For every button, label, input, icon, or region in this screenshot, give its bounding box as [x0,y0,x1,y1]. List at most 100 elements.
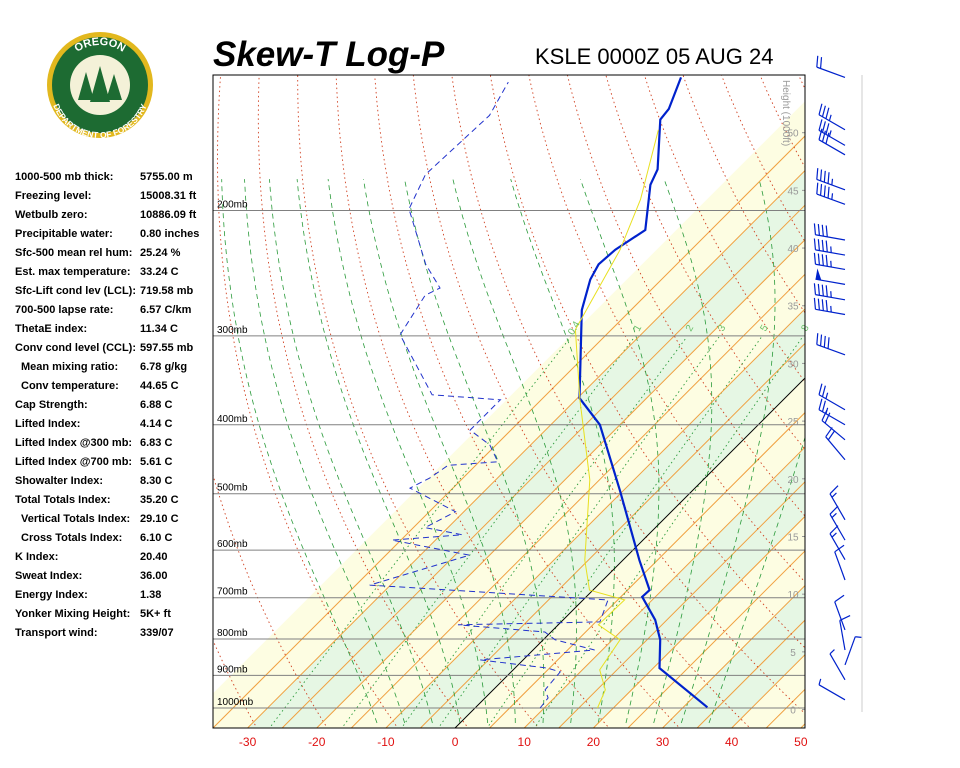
barb-feather [839,615,851,621]
barb-half [831,492,837,498]
background-band [213,101,805,728]
moist-adiabat [404,179,545,724]
barb-feather [829,525,839,535]
barb-shaft [815,263,846,271]
barb-feather [813,283,817,295]
barb-half [828,114,832,121]
index-value: 10886.09 ft [140,209,197,221]
barb-feather [821,121,826,133]
barb-half [831,193,834,200]
index-value: 5.61 C [140,456,173,468]
x-tick-label: 20 [587,735,601,749]
y-tick-label: 700mb [217,587,248,598]
isotherm-minor [835,0,960,728]
barb-feather [817,298,820,311]
barb-feather [825,254,828,267]
barb-feather [829,505,839,515]
index-value: 25.24 % [140,247,181,259]
wind-barb [818,678,846,701]
moist-adiabat [269,179,433,724]
y-tick-label: 300mb [217,325,248,336]
dry-adiabat [798,75,805,90]
wind-barb [818,128,846,156]
barb-feather [825,240,828,252]
isotherm-minor [558,481,805,728]
y2-tick-label: 0 [790,706,796,717]
index-label: Cap Strength: [15,399,88,411]
wind-barb [813,297,846,316]
barb-shaft [815,249,846,256]
wind-barb [816,333,846,356]
mixing-ratio-label: 5 [759,323,772,334]
index-value: 0.80 inches [140,228,200,240]
barb-feather [819,169,823,181]
barb-feather [821,239,824,252]
index-value: 36.00 [140,570,168,582]
barb-feather [825,427,833,438]
barb-half [825,392,829,399]
barb-feather [829,485,839,495]
y2-tick-label: 10 [787,590,799,601]
barb-feather [821,105,826,117]
barb-feather [825,299,828,312]
barb-feather [817,224,820,236]
y2-tick-label: 5 [790,648,796,659]
barb-feather [818,103,823,115]
isotherm-minor [281,204,805,728]
index-value: 597.55 mb [140,342,194,354]
barb-half [818,678,822,685]
index-label: Energy Index: [15,589,88,601]
index-label: Yonker Mixing Height: [15,608,131,620]
barb-feather [825,107,830,119]
barb-feather [827,430,836,441]
wind-barb [829,505,846,541]
barb-feather [813,252,817,265]
dry-adiabat [643,75,805,383]
barb-feather [818,119,823,131]
moist-adiabat [452,179,577,724]
barb-feather [819,183,823,196]
isotherm-minor [420,342,805,728]
barb-feather [821,254,824,266]
barb-shaft [821,420,846,441]
plot-frame [212,74,806,729]
moist-adiabat [327,179,489,724]
index-value: 8.30 C [140,475,173,487]
barb-feather [827,186,830,199]
barb-feather [823,335,826,348]
mixing-ratio-label: 8 [799,323,812,334]
y2-tick-label: 30 [787,359,799,370]
wind-barb [829,485,846,521]
mixing-ratio-line [400,336,688,728]
y-tick-label: 900mb [217,664,248,675]
y2-tick-label: 40 [787,244,799,255]
index-value: 1.38 [140,589,162,601]
wind-barb [818,119,846,146]
isotherm [247,169,805,728]
index-label: ThetaE index: [15,323,88,335]
index-label: Total Totals Index: [15,494,111,506]
barb-feather [821,409,828,421]
barb-feather [823,170,826,183]
x-tick-label: -10 [377,735,395,749]
y-tick-label: 200mb [217,200,248,211]
barb-feather [821,284,824,297]
wind-barb [815,268,846,285]
dry-adiabat [836,73,960,733]
logo: OREGON DEPARTMENT OF FORESTRY [47,32,153,140]
barb-shaft [818,394,846,411]
isotherm-minor [905,0,960,728]
dry-adiabat [913,73,960,733]
barb-feather [834,544,845,553]
index-label: Cross Totals Index: [21,532,123,544]
barb-feather [817,283,820,296]
barb-feather [821,130,826,142]
index-label: Est. max temperature: [15,266,131,278]
index-value: 35.20 C [140,494,179,506]
moist-adiabat [680,179,776,724]
wind-barb [829,525,846,561]
barb-feather [825,132,830,144]
x-tick-label: 40 [725,735,739,749]
index-label: K Index: [15,551,59,563]
